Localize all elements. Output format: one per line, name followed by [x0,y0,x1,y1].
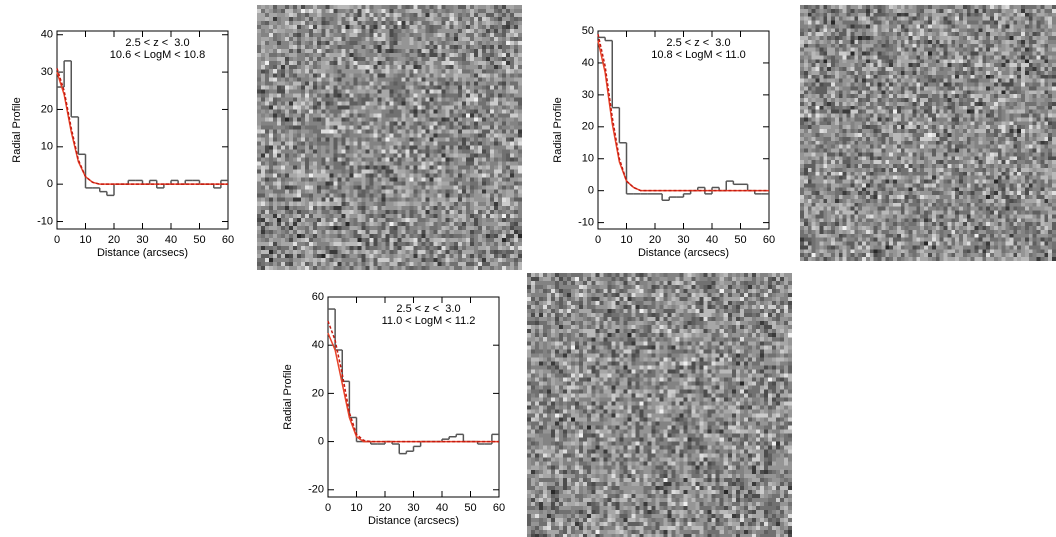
profile-curve [56,68,228,185]
y-tick-label: -20 [308,484,324,496]
noise-pixels [527,273,792,537]
x-tick-label: 10 [620,234,632,246]
y-tick-label: 20 [582,121,594,133]
x-tick-label: 40 [706,234,718,246]
noise-pixels [257,5,522,270]
x-tick-label: 60 [493,502,505,514]
annotation: 2.5 < z < 3.0 [666,37,730,49]
noise-pixels [800,5,1056,261]
x-tick-label: 50 [193,234,205,246]
noise-image [800,5,1056,261]
noise-pixels [527,273,792,537]
noise-pixels [527,273,792,537]
x-tick-label: 40 [436,502,448,514]
y-tick-label: 40 [582,57,594,69]
y-tick-label: 0 [47,178,53,190]
y-tick-label: 40 [312,339,324,351]
noise-image [257,5,522,270]
y-tick-label: 40 [41,29,53,41]
x-tick-label: 0 [325,502,331,514]
y-tick-label: 20 [312,387,324,399]
x-tick-label: 10 [79,234,91,246]
y-tick-label: 60 [312,291,324,303]
x-tick-label: 40 [165,234,177,246]
annotation: 2.5 < z < 3.0 [396,303,460,315]
noise-pixels [800,5,1053,261]
x-axis-label: Distance (arcsecs) [638,247,729,259]
x-axis-label: Distance (arcsecs) [97,247,188,259]
y-axis-label: Radial Profile [552,97,564,162]
y-tick-label: -10 [37,215,53,227]
annotation: 10.8 < LogM < 11.0 [651,49,746,61]
x-tick-label: 20 [108,234,120,246]
x-tick-label: 50 [734,234,746,246]
x-tick-label: 0 [54,234,60,246]
x-axis-label: Distance (arcsecs) [368,515,459,527]
plot-frame [327,296,500,498]
y-tick-label: 30 [41,66,53,78]
noise-pixels [257,5,522,270]
profile-curve [327,320,499,443]
noise-pixels [257,5,522,270]
annotation: 11.0 < LogM < 11.2 [382,315,476,327]
profile-curve [56,71,228,185]
x-tick-label: 0 [595,234,601,246]
noise-pixels [257,5,522,270]
annotation: 10.6 < LogM < 10.8 [110,49,205,61]
y-axis-label: Radial Profile [282,364,294,429]
x-tick-label: 20 [649,234,661,246]
y-tick-label: -10 [578,217,594,229]
annotation: 2.5 < z < 3.0 [125,37,189,49]
x-tick-label: 60 [222,234,234,246]
y-tick-label: 50 [582,25,594,37]
y-tick-label: 20 [41,103,53,115]
noise-pixels [257,5,522,270]
noise-image [527,273,792,537]
x-tick-label: 60 [763,234,775,246]
y-tick-label: 0 [318,435,324,447]
profile-curve [597,40,769,192]
noise-pixels [800,5,1056,261]
y-tick-label: 30 [582,89,594,101]
y-axis-label: Radial Profile [11,97,23,162]
noise-pixels [527,273,792,537]
x-tick-label: 30 [407,502,419,514]
x-tick-label: 50 [464,502,476,514]
x-tick-label: 10 [350,502,362,514]
y-tick-label: 0 [588,185,594,197]
y-tick-label: 10 [41,141,53,153]
profile-curve [597,34,769,192]
y-tick-label: 10 [582,153,594,165]
x-tick-label: 30 [677,234,689,246]
x-tick-label: 30 [136,234,148,246]
noise-pixels [527,273,792,537]
x-tick-label: 20 [379,502,391,514]
noise-pixels [527,273,792,537]
